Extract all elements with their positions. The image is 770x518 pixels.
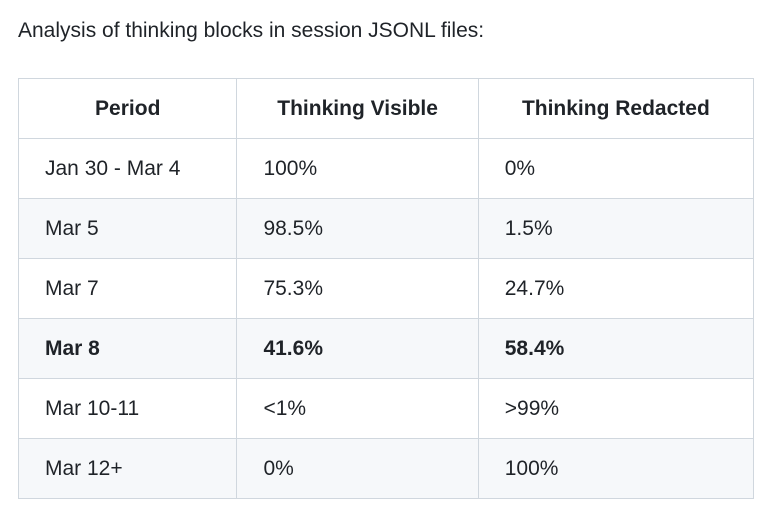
table-row: Jan 30 - Mar 4 100% 0%	[17, 138, 755, 199]
cell-period: Jan 30 - Mar 4	[17, 138, 238, 199]
cell-thinking-redacted: 58.4%	[477, 318, 755, 379]
cell-thinking-visible: 0%	[236, 438, 479, 499]
document-page: Analysis of thinking blocks in session J…	[17, 19, 755, 499]
column-header-thinking-redacted: Thinking Redacted	[477, 78, 755, 139]
cell-thinking-redacted: 0%	[477, 138, 755, 199]
table-row: Mar 7 75.3% 24.7%	[17, 258, 755, 319]
cell-thinking-visible: <1%	[236, 378, 479, 439]
table-row: Mar 8 41.6% 58.4%	[17, 318, 755, 379]
cell-period: Mar 8	[17, 318, 238, 379]
table-body: Jan 30 - Mar 4 100% 0% Mar 5 98.5% 1.5% …	[17, 138, 755, 499]
cell-period: Mar 12+	[17, 438, 238, 499]
cell-period: Mar 7	[17, 258, 238, 319]
cell-thinking-redacted: >99%	[477, 378, 755, 439]
cell-period: Mar 10-11	[17, 378, 238, 439]
table-row: Mar 5 98.5% 1.5%	[17, 198, 755, 259]
table-row: Mar 10-11 <1% >99%	[17, 378, 755, 439]
thinking-blocks-table: Period Thinking Visible Thinking Redacte…	[17, 78, 755, 499]
table-row: Mar 12+ 0% 100%	[17, 438, 755, 499]
cell-thinking-redacted: 1.5%	[477, 198, 755, 259]
cell-thinking-redacted: 100%	[477, 438, 755, 499]
column-header-period: Period	[17, 78, 238, 139]
cell-thinking-visible: 41.6%	[236, 318, 479, 379]
cell-thinking-visible: 98.5%	[236, 198, 479, 259]
cell-thinking-visible: 75.3%	[236, 258, 479, 319]
page-title: Analysis of thinking blocks in session J…	[18, 19, 485, 42]
column-header-thinking-visible: Thinking Visible	[236, 78, 479, 139]
cell-thinking-visible: 100%	[236, 138, 479, 199]
cell-period: Mar 5	[17, 198, 238, 259]
cell-thinking-redacted: 24.7%	[477, 258, 755, 319]
table-header-row: Period Thinking Visible Thinking Redacte…	[17, 78, 755, 139]
